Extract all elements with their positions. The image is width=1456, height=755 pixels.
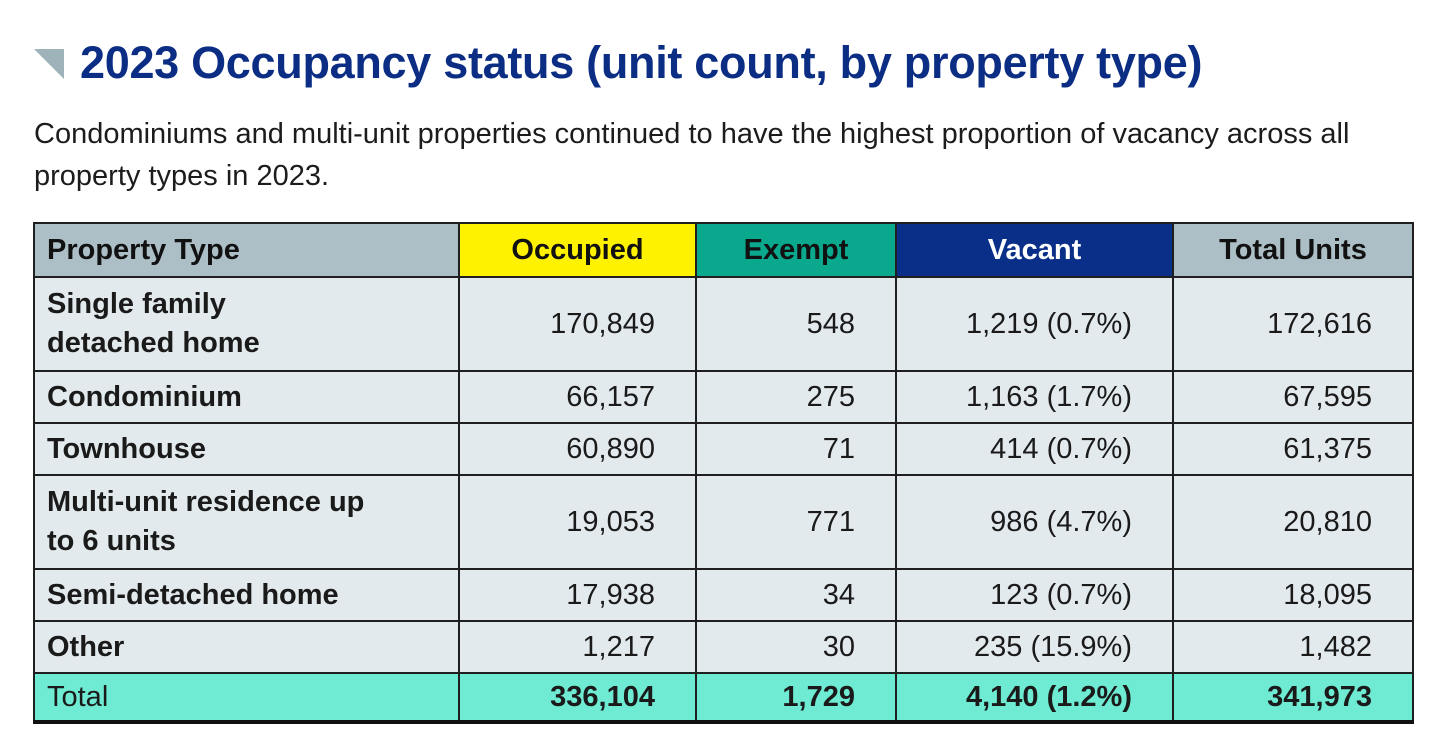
vacant-cell: 235 (15.9%) xyxy=(895,620,1174,674)
table-row: Multi-unit residence up to 6 units 19,05… xyxy=(33,474,1414,570)
table-row: Semi-detached home 17,938 34 123 (0.7%) … xyxy=(33,568,1414,622)
vacant-cell: 123 (0.7%) xyxy=(895,568,1174,622)
occupied-cell: 170,849 xyxy=(458,276,697,372)
exempt-cell: 548 xyxy=(695,276,897,372)
vacant-cell: 414 (0.7%) xyxy=(895,422,1174,476)
table-row: Other 1,217 30 235 (15.9%) 1,482 xyxy=(33,620,1414,674)
column-header-vacant: Vacant xyxy=(895,222,1174,278)
property-type-cell: Other xyxy=(33,620,460,674)
column-header-exempt: Exempt xyxy=(695,222,897,278)
total-vacant-cell: 4,140 (1.2%) xyxy=(895,672,1174,724)
total-units-cell: 20,810 xyxy=(1172,474,1414,570)
table-header-row: Property Type Occupied Exempt Vacant Tot… xyxy=(33,222,1414,278)
property-type-cell: Multi-unit residence up to 6 units xyxy=(33,474,460,570)
exempt-cell: 771 xyxy=(695,474,897,570)
exempt-cell: 34 xyxy=(695,568,897,622)
occupied-cell: 1,217 xyxy=(458,620,697,674)
table-row: Townhouse 60,890 71 414 (0.7%) 61,375 xyxy=(33,422,1414,476)
corner-triangle-icon xyxy=(34,49,64,79)
exempt-cell: 71 xyxy=(695,422,897,476)
table-row: Condominium 66,157 275 1,163 (1.7%) 67,5… xyxy=(33,370,1414,424)
total-units-cell: 341,973 xyxy=(1172,672,1414,724)
vacant-cell: 1,163 (1.7%) xyxy=(895,370,1174,424)
title-row: 2023 Occupancy status (unit count, by pr… xyxy=(34,28,1202,98)
total-units-cell: 172,616 xyxy=(1172,276,1414,372)
occupied-cell: 66,157 xyxy=(458,370,697,424)
total-units-cell: 67,595 xyxy=(1172,370,1414,424)
total-units-cell: 1,482 xyxy=(1172,620,1414,674)
vacant-cell: 986 (4.7%) xyxy=(895,474,1174,570)
page-subtitle: Condominiums and multi-unit properties c… xyxy=(34,118,1350,192)
property-type-cell: Condominium xyxy=(33,370,460,424)
occupied-cell: 19,053 xyxy=(458,474,697,570)
total-occupied-cell: 336,104 xyxy=(458,672,697,724)
total-units-cell: 61,375 xyxy=(1172,422,1414,476)
vacant-cell: 1,219 (0.7%) xyxy=(895,276,1174,372)
page-title: 2023 Occupancy status (unit count, by pr… xyxy=(80,37,1203,88)
column-header-occupied: Occupied xyxy=(458,222,697,278)
occupied-cell: 17,938 xyxy=(458,568,697,622)
total-units-cell: 18,095 xyxy=(1172,568,1414,622)
exempt-cell: 275 xyxy=(695,370,897,424)
occupancy-table: Property Type Occupied Exempt Vacant Tot… xyxy=(33,222,1414,724)
property-type-cell: Semi-detached home xyxy=(33,568,460,622)
occupied-cell: 60,890 xyxy=(458,422,697,476)
table-row: Single family detached home 170,849 548 … xyxy=(33,276,1414,372)
total-row: Total 336,104 1,729 4,140 (1.2%) 341,973 xyxy=(33,672,1414,724)
total-label: Total xyxy=(33,672,460,724)
total-exempt-cell: 1,729 xyxy=(695,672,897,724)
exempt-cell: 30 xyxy=(695,620,897,674)
property-type-cell: Single family detached home xyxy=(33,276,460,372)
property-type-cell: Townhouse xyxy=(33,422,460,476)
column-header-property-type: Property Type xyxy=(33,222,460,278)
column-header-total-units: Total Units xyxy=(1172,222,1414,278)
